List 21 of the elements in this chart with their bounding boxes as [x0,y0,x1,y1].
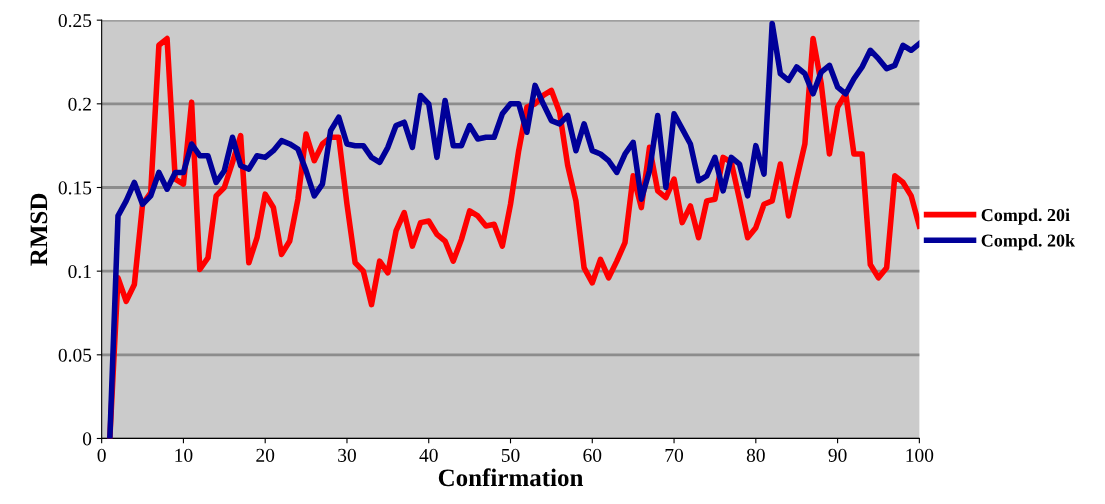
legend-label: Compd. 20k [981,233,1076,251]
x-tick-label: 70 [665,448,684,462]
x-tick-label: 80 [746,448,765,462]
x-tick-label: 10 [175,448,193,462]
y-axis-title: RMSD [30,193,48,266]
x-tick-label: 20 [256,448,275,462]
y-tick-label: 0.15 [58,181,92,195]
x-tick-label: 50 [501,448,520,462]
y-tick-label: 0.1 [68,264,91,279]
legend-label: Compd. 20i [981,208,1070,225]
y-tick-label: 0 [82,432,92,446]
x-tick-label: 40 [419,448,438,462]
x-axis-title: Confirmation [438,468,584,487]
x-tick-label: 30 [338,448,356,462]
x-tick-label: 0 [97,448,106,462]
y-tick-label: 0.2 [68,97,91,111]
x-tick-label: 100 [906,448,934,462]
y-tick-label: 0.25 [58,13,92,28]
y-tick-label: 0.05 [58,348,92,362]
x-tick-label: 60 [583,448,602,462]
x-tick-label: 90 [828,448,847,462]
